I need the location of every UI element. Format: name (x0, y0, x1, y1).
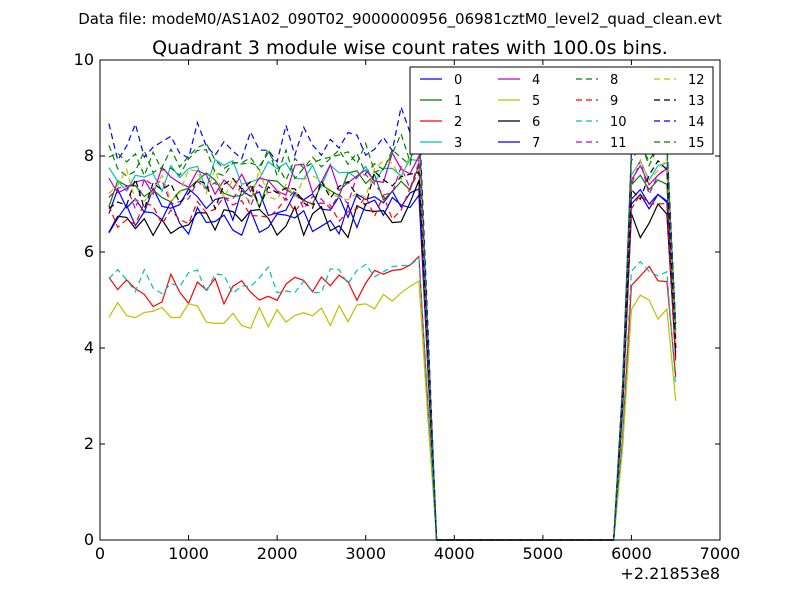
y-tick-label: 4 (84, 338, 94, 357)
legend-label-12: 12 (688, 73, 705, 88)
y-tick-label: 0 (84, 530, 94, 549)
legend-label-2: 2 (454, 115, 462, 130)
x-tick-label: 7000 (700, 544, 741, 563)
data-file-label: Data file: modeM0/AS1A02_090T02_90000009… (78, 10, 722, 29)
series-line-7 (108, 193, 677, 541)
y-tick-label: 10 (74, 50, 94, 69)
legend-label-3: 3 (454, 136, 462, 151)
x-offset-label: +2.21853e8 (620, 564, 720, 583)
plot-lines (108, 104, 677, 541)
x-tick-label: 0 (95, 544, 105, 563)
legend-label-0: 0 (454, 73, 462, 88)
legend-label-8: 8 (610, 73, 618, 88)
series-line-14 (108, 104, 677, 541)
legend-box (409, 66, 714, 155)
legend-label-14: 14 (688, 115, 705, 130)
x-tick-label: 5000 (522, 544, 563, 563)
x-tick-label: 4000 (434, 544, 475, 563)
series-line-2 (108, 255, 677, 541)
series-line-12 (108, 141, 677, 541)
x-tick-label: 6000 (611, 544, 652, 563)
series-line-5 (108, 280, 677, 541)
legend-label-15: 15 (688, 136, 705, 151)
chart-title: Quadrant 3 module wise count rates with … (152, 37, 668, 59)
plot-frame (99, 59, 721, 541)
legend-label-13: 13 (688, 94, 705, 109)
legend-label-10: 10 (610, 115, 627, 130)
series-line-8 (108, 127, 677, 541)
y-tick-label: 2 (84, 434, 94, 453)
series-line-0 (108, 186, 677, 541)
legend-label-5: 5 (532, 94, 540, 109)
legend-label-4: 4 (532, 73, 540, 88)
x-tick-label: 2000 (257, 544, 298, 563)
series-line-1 (108, 164, 677, 541)
x-tick-label: 3000 (345, 544, 386, 563)
y-tick-label: 8 (84, 146, 94, 165)
x-tick-label: 1000 (168, 544, 209, 563)
series-line-6 (108, 180, 677, 541)
series-line-9 (108, 169, 677, 541)
legend-label-11: 11 (610, 136, 627, 151)
legend-label-9: 9 (610, 94, 618, 109)
legend-label-6: 6 (532, 115, 540, 130)
legend-label-7: 7 (532, 136, 540, 151)
series-line-13 (108, 159, 677, 541)
y-tick-label: 6 (84, 242, 94, 261)
legend-label-1: 1 (454, 94, 462, 109)
